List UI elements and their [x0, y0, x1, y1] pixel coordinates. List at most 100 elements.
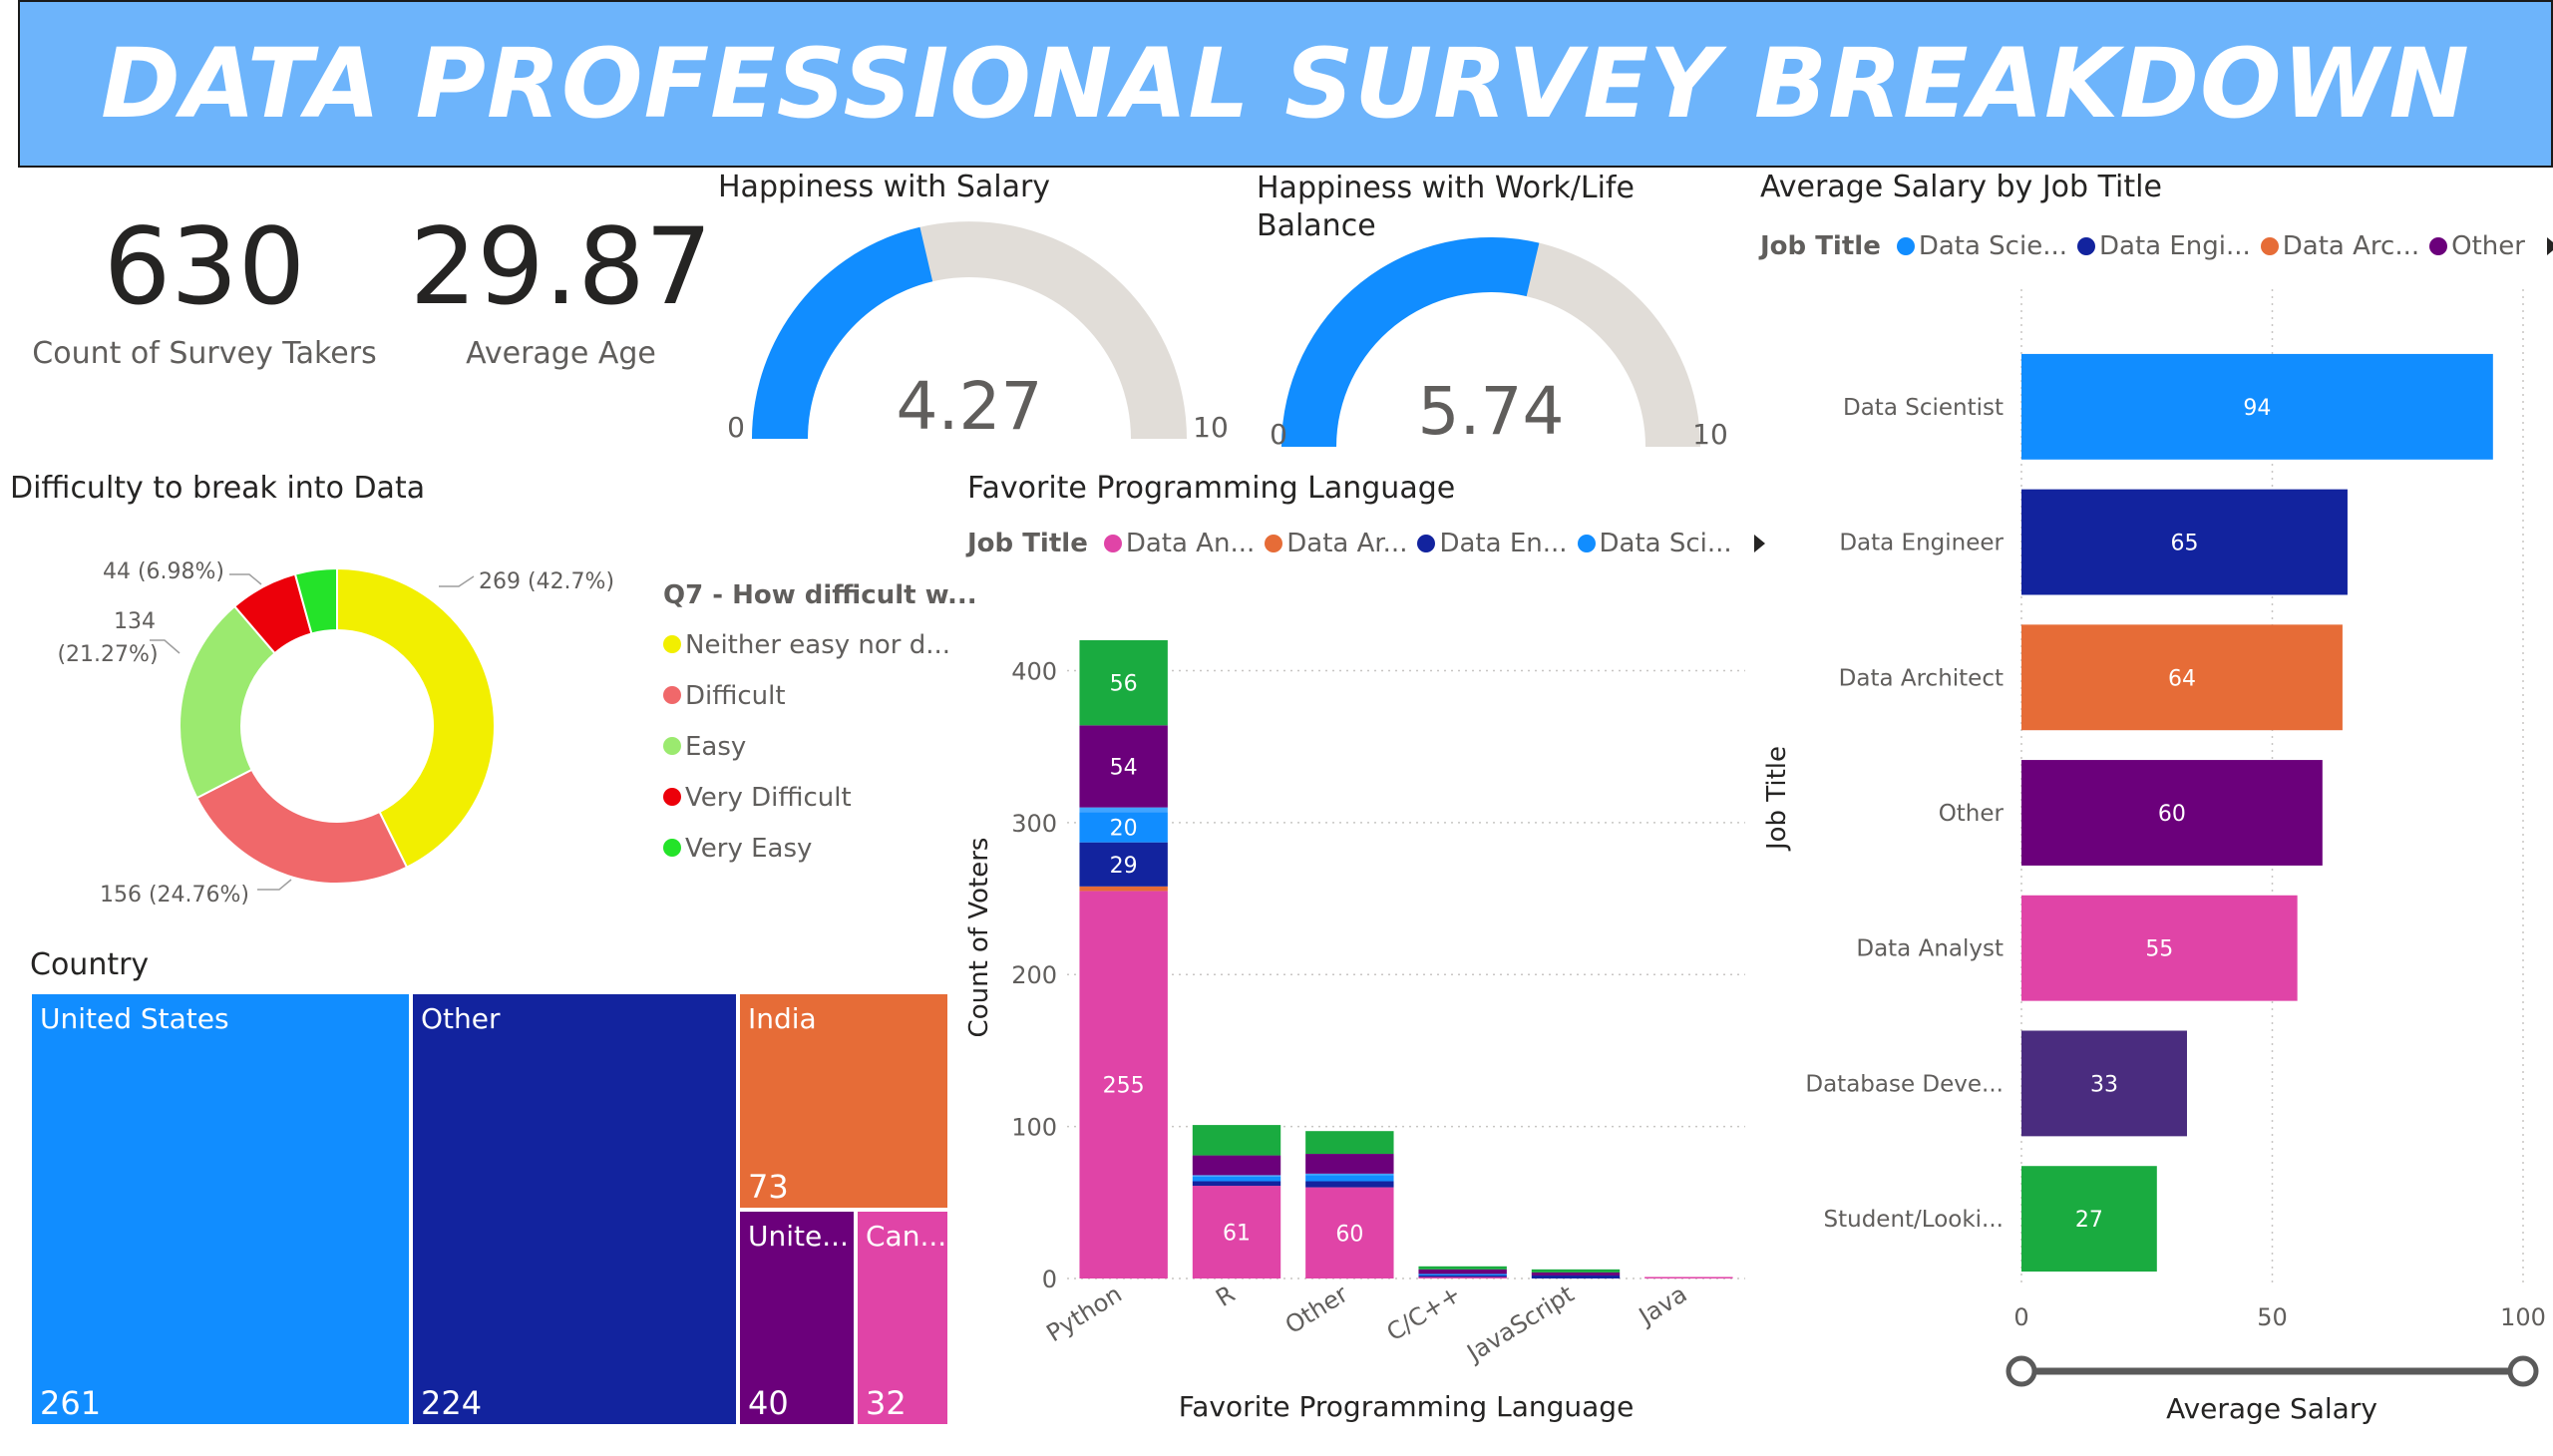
bar-segment-python[interactable]: [1079, 640, 1168, 726]
gauge-salary-title: Happiness with Salary: [718, 170, 1051, 204]
legend-dot-icon: [1577, 535, 1596, 552]
salary-legend-item[interactable]: Data Engi...: [2077, 231, 2251, 261]
salary-legend-item[interactable]: Data Scie...: [1896, 231, 2067, 261]
treemap-tile-canada[interactable]: Can... 32: [856, 1210, 949, 1426]
bar-segment-r[interactable]: [1192, 1186, 1281, 1278]
bar-segment-python[interactable]: [1079, 725, 1168, 808]
legend-item-very-easy[interactable]: Very Easy: [663, 824, 977, 875]
salary-x-axis-title: Average Salary: [2166, 1392, 2377, 1425]
legend-item-neither[interactable]: Neither easy nor d...: [663, 620, 977, 671]
bar-segment-c-c[interactable]: [1418, 1276, 1507, 1278]
legend-item-easy[interactable]: Easy: [663, 722, 977, 773]
legend-dot-icon: [2429, 237, 2448, 255]
legend-item-difficult[interactable]: Difficult: [663, 671, 977, 722]
bar-segment-r[interactable]: [1192, 1176, 1281, 1182]
salary-bar-data-analyst[interactable]: [2021, 895, 2298, 1001]
languages-y-axis-title: Count of Voters: [964, 838, 994, 1038]
legend-label: Data Scie...: [1918, 231, 2067, 261]
salary-bar-data-engineer[interactable]: [2021, 489, 2348, 595]
languages-legend-title: Job Title: [967, 529, 1088, 558]
bar-segment-r[interactable]: [1192, 1155, 1281, 1176]
gauge-worklife-value: 5.74: [1418, 373, 1565, 450]
legend-dot-icon: [663, 686, 681, 704]
bar-segment-other[interactable]: [1305, 1154, 1394, 1174]
salary-bar-data-label: 33: [2090, 1072, 2118, 1097]
kpi-average-age: 29.87 Average Age: [399, 214, 723, 372]
legend-item-very-difficult[interactable]: Very Difficult: [663, 773, 977, 824]
bar-segment-python[interactable]: [1079, 842, 1168, 887]
y-tick-label: Student/Looki...: [1824, 1207, 2005, 1233]
legend-label: Data En...: [1439, 529, 1568, 558]
bar-segment-other[interactable]: [1305, 1173, 1394, 1176]
languages-legend-item[interactable]: Data En...: [1417, 529, 1568, 558]
bar-segment-c-c[interactable]: [1418, 1274, 1507, 1277]
languages-legend: Job Title Data An... Data Ar... Data En.…: [967, 529, 1765, 558]
zoom-slider-handle-left[interactable]: [2006, 1355, 2037, 1387]
bar-data-label: 54: [1110, 755, 1138, 780]
bar-segment-r[interactable]: [1192, 1125, 1281, 1156]
bar-segment-javascript[interactable]: [1531, 1274, 1621, 1278]
donut-slice-neither-easy-nor-d[interactable]: [336, 566, 496, 870]
donut-slice-easy[interactable]: [179, 604, 276, 800]
salary-bar-student-looki[interactable]: [2021, 1166, 2157, 1273]
treemap-tile-united-kingdom[interactable]: Unite... 40: [738, 1210, 856, 1426]
y-tick-label: Data Engineer: [1839, 531, 2004, 556]
difficulty-legend-title: Q7 - How difficult w...: [663, 580, 977, 610]
legend-next-arrow-icon[interactable]: [1753, 535, 1765, 552]
gauge-worklife-title: Happiness with Work/Life Balance: [1257, 170, 1635, 245]
legend-next-arrow-icon[interactable]: [2546, 237, 2553, 255]
salary-legend-item[interactable]: Data Arc...: [2260, 231, 2420, 261]
tile-label: Can...: [866, 1220, 947, 1253]
bar-segment-python[interactable]: [1079, 807, 1168, 813]
kpi-survey-takers: 630 Count of Survey Takers: [20, 214, 389, 372]
salary-bar-other[interactable]: [2021, 760, 2323, 866]
salary-bar-database-deve[interactable]: [2021, 1030, 2187, 1137]
languages-legend-item[interactable]: Data Sci...: [1577, 529, 1732, 558]
gauge-worklife: 5.74 0 10: [1270, 237, 1728, 451]
legend-dot-icon: [663, 839, 681, 857]
donut-label-134-pct: (21.27%): [57, 642, 158, 667]
salary-bar-data-scientist[interactable]: [2021, 353, 2493, 460]
y-tick-label: Other: [1939, 801, 2005, 827]
bar-segment-java[interactable]: [1644, 1276, 1733, 1278]
legend-label: Difficult: [685, 681, 786, 711]
legend-label: Easy: [685, 732, 747, 762]
languages-legend-item[interactable]: Data Ar...: [1265, 529, 1407, 558]
zoom-slider-handle-right[interactable]: [2507, 1355, 2539, 1387]
bar-segment-c-c[interactable]: [1418, 1266, 1507, 1270]
bar-segment-c-c[interactable]: [1418, 1274, 1507, 1275]
salary-bar-data-architect[interactable]: [2021, 624, 2343, 731]
donut-leader-lines: [150, 573, 475, 891]
bar-segment-python[interactable]: [1079, 891, 1168, 1278]
bar-segment-python[interactable]: [1079, 886, 1168, 892]
bar-segment-python[interactable]: [1079, 812, 1168, 843]
salary-legend-item[interactable]: Other: [2429, 231, 2525, 261]
bar-segment-javascript[interactable]: [1531, 1269, 1621, 1273]
languages-legend-item[interactable]: Data An...: [1103, 529, 1255, 558]
bar-segment-other[interactable]: [1305, 1187, 1394, 1278]
x-tick-label: 50: [2257, 1303, 2288, 1331]
y-tick-label: Data Analyst: [1856, 936, 2004, 962]
treemap-tile-other[interactable]: Other 224: [411, 992, 738, 1426]
legend-dot-icon: [2260, 237, 2279, 255]
bar-data-label: 56: [1110, 672, 1138, 697]
kpi-average-age-label: Average Age: [466, 336, 656, 371]
salary-bar-data-label: 27: [2075, 1208, 2103, 1233]
bar-segment-other[interactable]: [1305, 1175, 1394, 1182]
bar-segment-r[interactable]: [1192, 1181, 1281, 1187]
legend-label: Data Arc...: [2282, 231, 2420, 261]
bar-segment-c-c[interactable]: [1418, 1269, 1507, 1274]
salary-bar-data-label: 94: [2243, 396, 2271, 421]
legend-dot-icon: [1103, 535, 1122, 552]
donut-slice-very-easy[interactable]: [293, 566, 338, 635]
bar-segment-other[interactable]: [1305, 1131, 1394, 1155]
bar-segment-r[interactable]: [1192, 1175, 1281, 1177]
bar-data-label: 20: [1110, 816, 1138, 841]
bar-segment-other[interactable]: [1305, 1181, 1394, 1188]
treemap-tile-united-states[interactable]: United States 261: [30, 992, 411, 1426]
treemap-tile-india[interactable]: India 73: [738, 992, 949, 1210]
bar-segment-javascript[interactable]: [1531, 1272, 1621, 1275]
donut-slice-difficult[interactable]: [195, 768, 409, 885]
languages-title: Favorite Programming Language: [967, 471, 1456, 506]
